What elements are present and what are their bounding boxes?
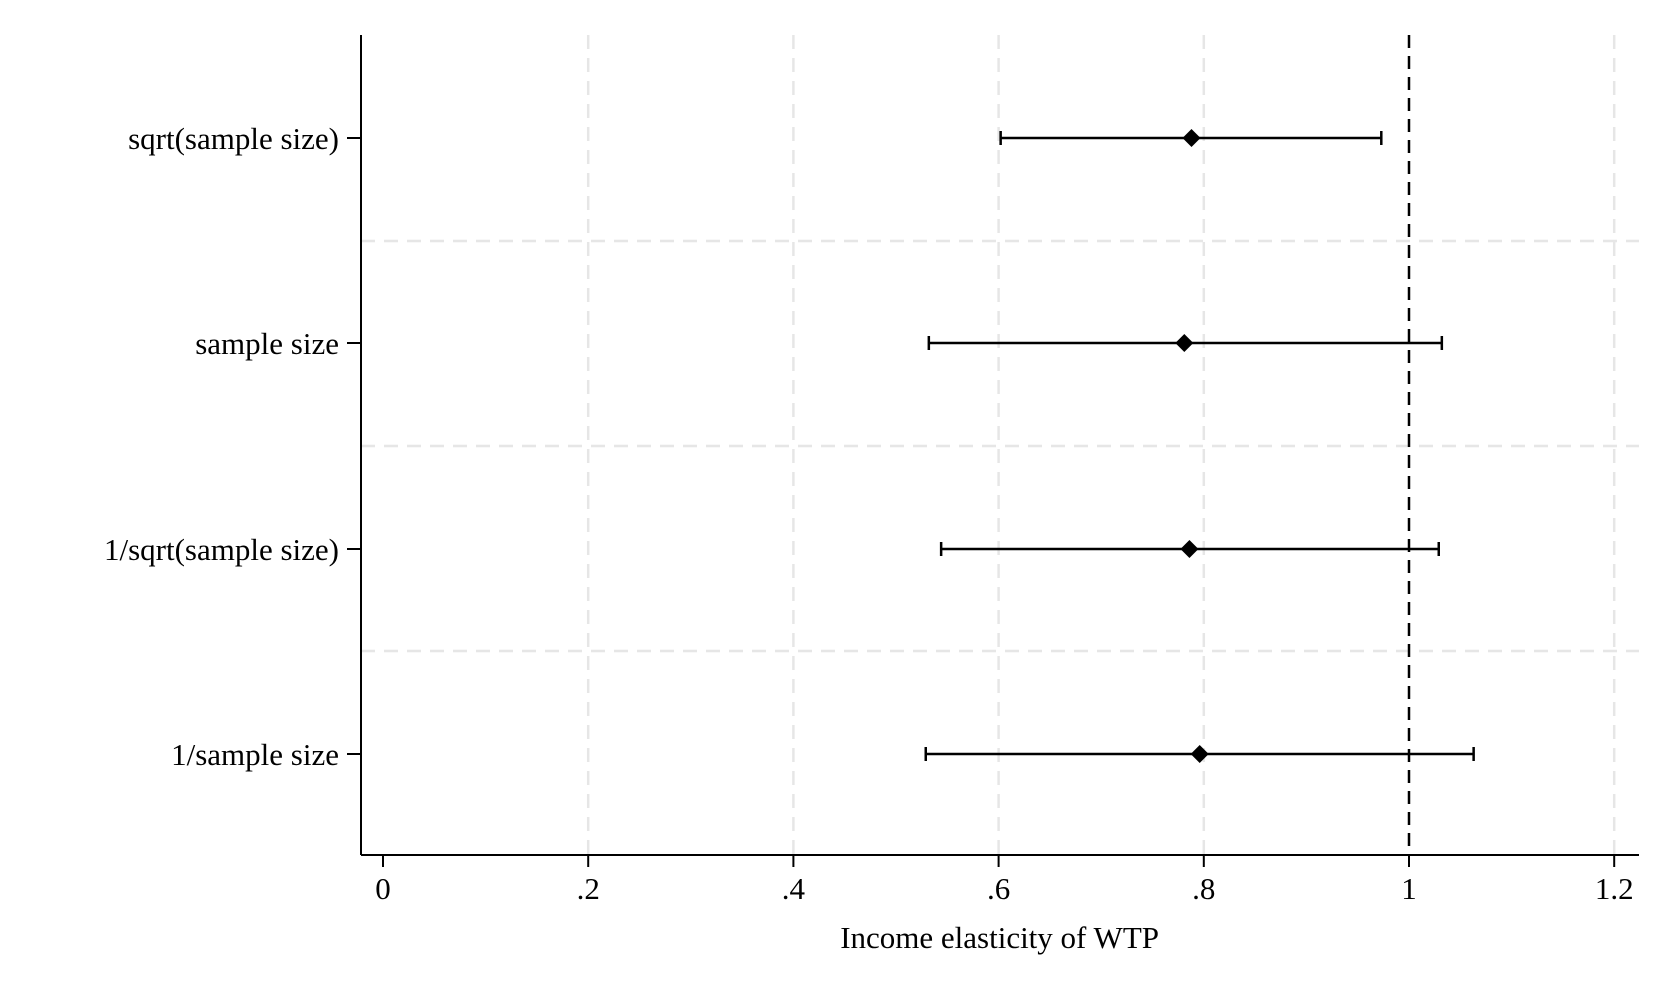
- data-layer: [924, 129, 1475, 763]
- point-estimate-marker: [1190, 745, 1209, 763]
- x-tick-label: .2: [577, 871, 600, 906]
- x-tick-label: .6: [987, 871, 1010, 906]
- point-estimate-marker: [1180, 540, 1199, 558]
- point-estimate-marker: [1175, 334, 1194, 352]
- x-tick-label: 0: [375, 871, 391, 906]
- point-estimate-marker: [1182, 129, 1201, 147]
- y-tick-label: sample size: [195, 326, 339, 361]
- x-tick-label: 1.2: [1595, 871, 1634, 906]
- axes: 0 .2 .4 .6 .8 1 1.2 sqrt(sample size) sample siz…: [104, 35, 1639, 906]
- y-tick-label: 1/sqrt(sample size): [104, 532, 339, 567]
- y-tick-label: 1/sample size: [171, 737, 339, 772]
- x-tick-label: 1: [1401, 871, 1417, 906]
- x-tick-label: .8: [1192, 871, 1215, 906]
- x-axis-title: Income elasticity of WTP: [840, 920, 1159, 955]
- x-tick-label: .4: [782, 871, 806, 906]
- y-tick-label: sqrt(sample size): [128, 121, 339, 156]
- grid-lines: [361, 35, 1639, 855]
